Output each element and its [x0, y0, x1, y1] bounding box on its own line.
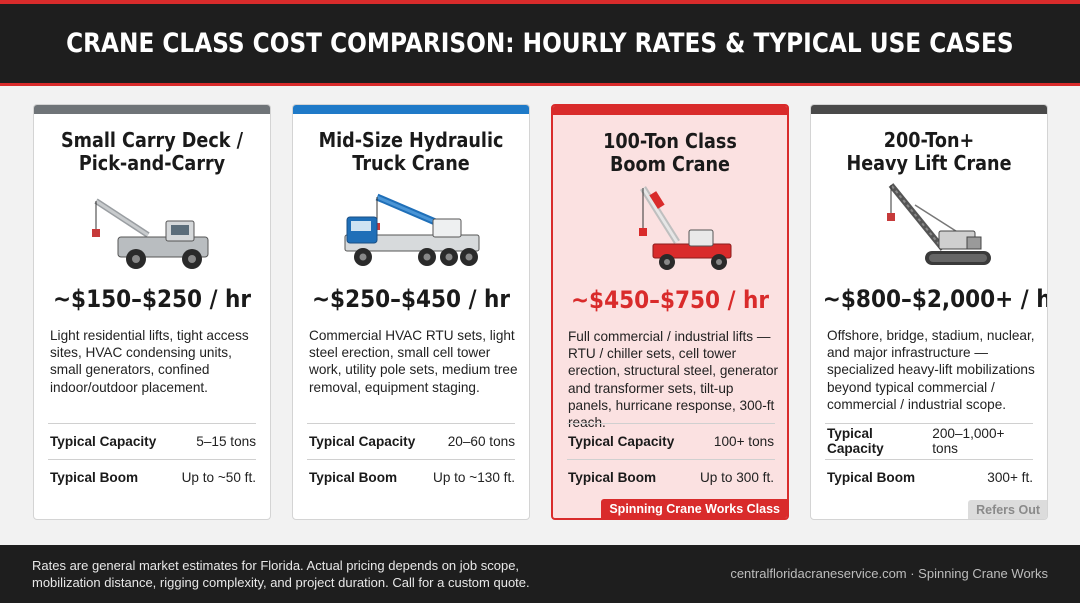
spec-capacity: Typical Capacity 20–60 tons	[309, 431, 515, 451]
hourly-rate: ~$800–$2,000+ / hr	[822, 285, 1048, 313]
hourly-rate: ~$450–$750 / hr	[570, 286, 770, 314]
card-100-ton-boom: 100-Ton Class Boom Crane ~$450–$750 / hr…	[551, 104, 789, 520]
class-badge: Spinning Crane Works Class	[601, 499, 787, 518]
page-title: CRANE CLASS COST COMPARISON: HOURLY RATE…	[66, 28, 1014, 59]
card-title: 100-Ton Class Boom Crane	[567, 130, 773, 176]
spec-value: Up to 300 ft.	[699, 469, 774, 485]
carry-deck-crane-icon	[92, 198, 209, 269]
divider	[307, 459, 515, 460]
spec-boom: Typical Boom Up to ~130 ft.	[309, 467, 515, 487]
spec-value: Up to ~130 ft.	[433, 469, 515, 485]
header-banner: CRANE CLASS COST COMPARISON: HOURLY RATE…	[0, 0, 1080, 86]
divider	[825, 459, 1033, 460]
boom-crane-icon	[639, 186, 732, 270]
divider	[48, 459, 256, 460]
divider	[567, 459, 775, 460]
card-title-line2: Heavy Lift Crane	[846, 151, 1012, 175]
divider	[825, 423, 1033, 424]
hourly-rate: ~$250–$450 / hr	[311, 285, 511, 313]
pricing-disclaimer: Rates are general market estimates for F…	[32, 558, 530, 590]
use-case-description: Full commercial / industrial lifts — RTU…	[568, 329, 779, 431]
card-title-line2: Pick-and-Carry	[78, 151, 226, 175]
spec-value: 200–1,000+ tons	[932, 426, 1005, 456]
card-title-line1: 200-Ton+	[883, 128, 975, 152]
use-case-description: Commercial HVAC RTU sets, light steel er…	[309, 328, 518, 395]
card-accent-bar	[34, 105, 270, 114]
site-credit: centralfloridacraneservice.com · Spinnin…	[730, 566, 1048, 581]
card-title-line1: Small Carry Deck /	[60, 128, 244, 152]
card-title-line2: Boom Crane	[609, 152, 731, 176]
spec-value: Up to ~50 ft.	[181, 469, 256, 485]
divider	[567, 423, 775, 424]
spec-label: Typical Boom	[50, 469, 139, 485]
truck-crane-icon	[344, 193, 480, 266]
card-title: 200-Ton+ Heavy Lift Crane	[825, 129, 1033, 175]
spec-label: Typical Capacity	[50, 433, 157, 449]
spec-value: 300+ ft.	[987, 469, 1033, 485]
divider	[307, 423, 515, 424]
spec-label: Typical Capacity	[827, 426, 884, 456]
card-title: Mid-Size Hydraulic Truck Crane	[307, 129, 515, 175]
card-accent-bar	[553, 106, 787, 115]
footer-bar: Rates are general market estimates for F…	[0, 545, 1080, 603]
spec-label: Typical Boom	[827, 469, 916, 485]
spec-capacity: Typical Capacity 5–15 tons	[50, 431, 256, 451]
spec-value: 5–15 tons	[196, 433, 256, 449]
spec-capacity: Typical Capacity 200–1,000+ tons	[827, 426, 1033, 456]
refers-out-badge: Refers Out	[968, 500, 1047, 519]
divider	[48, 423, 256, 424]
card-title-line1: Mid-Size Hydraulic	[318, 128, 504, 152]
card-title-line1: 100-Ton Class	[603, 129, 737, 153]
card-small-carry-deck: Small Carry Deck / Pick-and-Carry ~$150–…	[33, 104, 271, 520]
spec-capacity: Typical Capacity 100+ tons	[568, 431, 774, 451]
spec-value: 100+ tons	[713, 433, 774, 449]
card-200-ton-heavy-lift: 200-Ton+ Heavy Lift Crane ~$800–$2,000+ …	[810, 104, 1048, 520]
spec-boom: Typical Boom Up to ~50 ft.	[50, 467, 256, 487]
hourly-rate: ~$150–$250 / hr	[52, 285, 252, 313]
crawler-crane-icon	[887, 183, 991, 265]
spec-boom: Typical Boom Up to 300 ft.	[568, 467, 774, 487]
use-case-description: Light residential lifts, tight access si…	[50, 328, 249, 395]
spec-boom: Typical Boom 300+ ft.	[827, 467, 1033, 487]
spec-label: Typical Boom	[309, 469, 398, 485]
spec-value: 20–60 tons	[447, 433, 515, 449]
spec-label: Typical Capacity	[568, 433, 675, 449]
use-case-description: Offshore, bridge, stadium, nuclear, and …	[827, 328, 1035, 412]
card-title: Small Carry Deck / Pick-and-Carry	[48, 129, 256, 175]
card-mid-size-hydraulic: Mid-Size Hydraulic Truck Crane ~$250–$45…	[292, 104, 530, 520]
card-accent-bar	[811, 105, 1047, 114]
crane-class-cards: Small Carry Deck / Pick-and-Carry ~$150–…	[33, 104, 1048, 520]
spec-label: Typical Capacity	[309, 433, 416, 449]
spec-label: Typical Boom	[568, 469, 657, 485]
card-title-line2: Truck Crane	[352, 151, 470, 175]
card-accent-bar	[293, 105, 529, 114]
